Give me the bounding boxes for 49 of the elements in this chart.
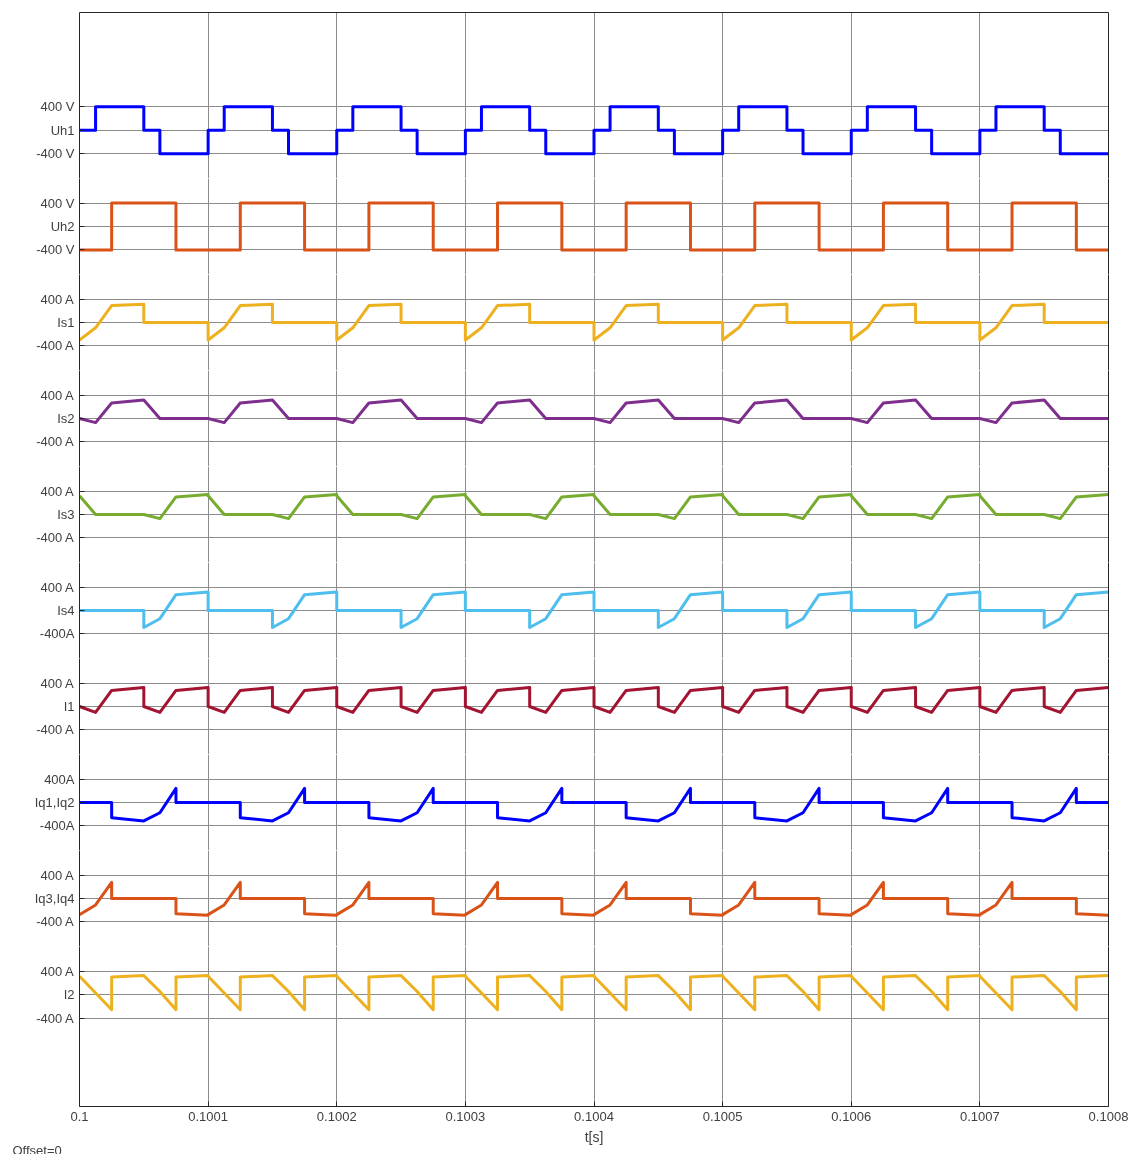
- y-tick-label: Is4: [57, 603, 75, 618]
- y-tick-label: Is1: [57, 315, 75, 330]
- y-tick-label: -400 A: [36, 914, 75, 930]
- text: Offset=0: [12, 1142, 62, 1156]
- y-tick-label: -400 A: [36, 434, 75, 450]
- y-tick-label: 400 V: [40, 99, 75, 115]
- y-tick-label: 400A: [44, 771, 75, 787]
- y-tick-label: I1: [63, 699, 75, 714]
- y-tick-label: -400 A: [36, 338, 75, 354]
- y-tick-label: Is3: [57, 507, 75, 522]
- y-tick-label: 400 A: [40, 387, 75, 403]
- x-tick-label: 0.1001: [188, 1108, 229, 1124]
- y-tick-label: Iq3,Iq4: [34, 891, 75, 906]
- x-tick-label: 0.1004: [574, 1108, 614, 1124]
- y-tick-label: 400 A: [40, 483, 75, 499]
- line-series: [79, 786, 1109, 823]
- line-series: [79, 685, 1109, 714]
- y-tick-label: 400 A: [40, 867, 75, 883]
- line-series: [79, 398, 1109, 425]
- y-tick-label: 400 A: [40, 675, 75, 691]
- y-tick-label: Uh1: [50, 122, 75, 138]
- y-tick-label: -400 V: [36, 146, 75, 162]
- x-tick-label: 0.1008: [1088, 1108, 1129, 1124]
- x-tick-label: 0.1: [70, 1108, 89, 1124]
- line-series: [79, 880, 1109, 917]
- x-tick-label: 0.1007: [959, 1108, 1000, 1124]
- x-tick-label: 0.1002: [316, 1108, 357, 1124]
- line-series: [79, 302, 1109, 342]
- y-tick-label: -400 A: [36, 530, 75, 546]
- x-tick-label: 0.1006: [831, 1108, 872, 1124]
- x-axis-title: t[s]: [584, 1128, 604, 1145]
- y-tick-label: I2: [63, 987, 75, 1003]
- y-tick-label: Is2: [57, 411, 75, 426]
- y-tick-label: -400A: [39, 626, 75, 642]
- line-series: [79, 590, 1109, 629]
- y-tick-label: -400 A: [36, 722, 75, 738]
- line-series: [79, 493, 1109, 521]
- y-tick-label: 400 A: [40, 579, 75, 595]
- x-tick-label: 0.1003: [445, 1108, 486, 1124]
- y-tick-label: Iq1,Iq2: [34, 795, 75, 810]
- y-tick-label: -400 A: [36, 1010, 75, 1026]
- y-tick-label: 400 A: [40, 963, 75, 979]
- y-tick-label: 400 V: [40, 195, 75, 211]
- y-tick-label: -400A: [39, 818, 75, 834]
- y-tick-label: Uh2: [50, 219, 75, 234]
- y-tick-label: -400 V: [36, 242, 75, 258]
- y-tick-label: 400 A: [40, 291, 75, 307]
- x-tick-label: 0.1005: [702, 1108, 743, 1124]
- line-series: [79, 974, 1109, 1012]
